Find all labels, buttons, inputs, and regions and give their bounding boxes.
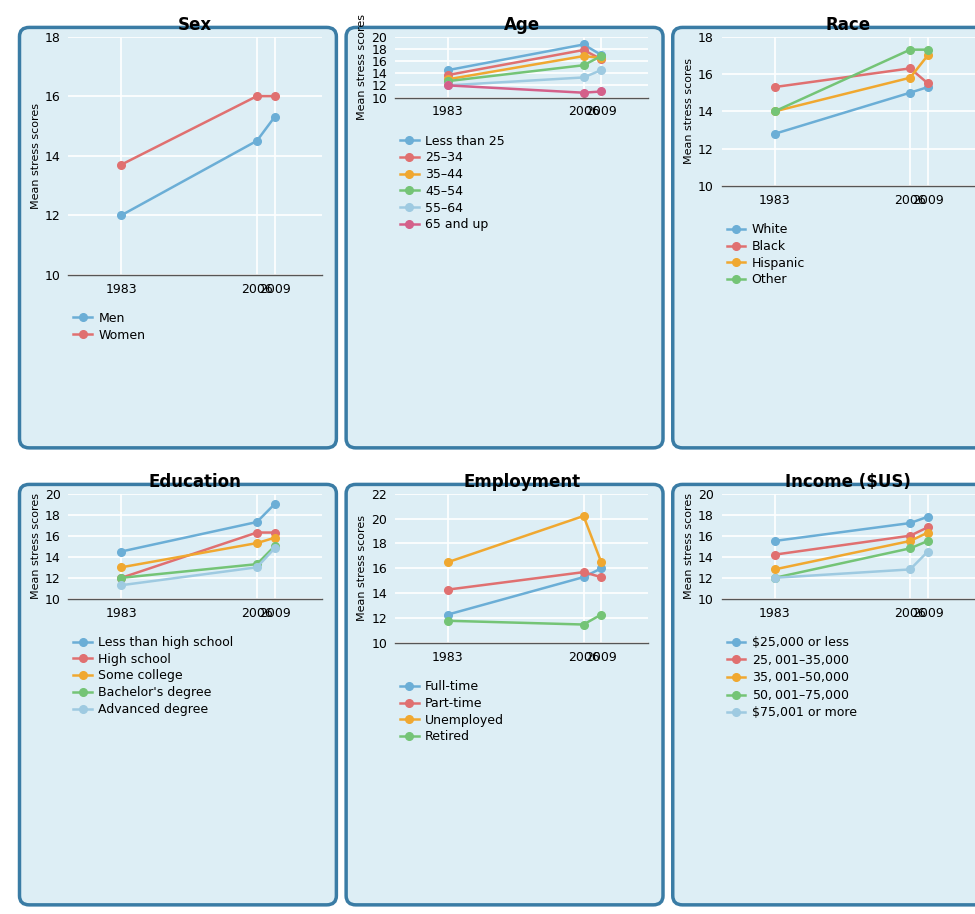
Title: Income ($US): Income ($US) (785, 473, 912, 491)
Y-axis label: Mean stress scores: Mean stress scores (30, 494, 41, 600)
Y-axis label: Mean stress scores: Mean stress scores (357, 14, 368, 120)
Title: Age: Age (503, 16, 540, 34)
Legend: Less than high school, High school, Some college, Bachelor's degree, Advanced de: Less than high school, High school, Some… (68, 631, 239, 721)
Legend: White, Black, Hispanic, Other: White, Black, Hispanic, Other (722, 218, 810, 292)
Title: Sex: Sex (177, 16, 213, 34)
Legend: Full-time, Part-time, Unemployed, Retired: Full-time, Part-time, Unemployed, Retire… (395, 675, 509, 749)
Title: Education: Education (148, 473, 242, 491)
Y-axis label: Mean stress scores: Mean stress scores (30, 102, 41, 208)
Y-axis label: Mean stress scores: Mean stress scores (357, 515, 368, 622)
Title: Employment: Employment (463, 473, 580, 491)
Title: Race: Race (826, 16, 871, 34)
Legend: Less than 25, 25–34, 35–44, 45–54, 55–64, 65 and up: Less than 25, 25–34, 35–44, 45–54, 55–64… (395, 130, 510, 237)
Legend: Men, Women: Men, Women (68, 307, 150, 346)
Y-axis label: Mean stress scores: Mean stress scores (683, 58, 694, 165)
Y-axis label: Mean stress scores: Mean stress scores (683, 494, 694, 600)
Legend: $25,000 or less, $25,001–$35,000, $35,001–$50,000, $50,001–$75,000, $75,001 or m: $25,000 or less, $25,001–$35,000, $35,00… (722, 631, 862, 724)
